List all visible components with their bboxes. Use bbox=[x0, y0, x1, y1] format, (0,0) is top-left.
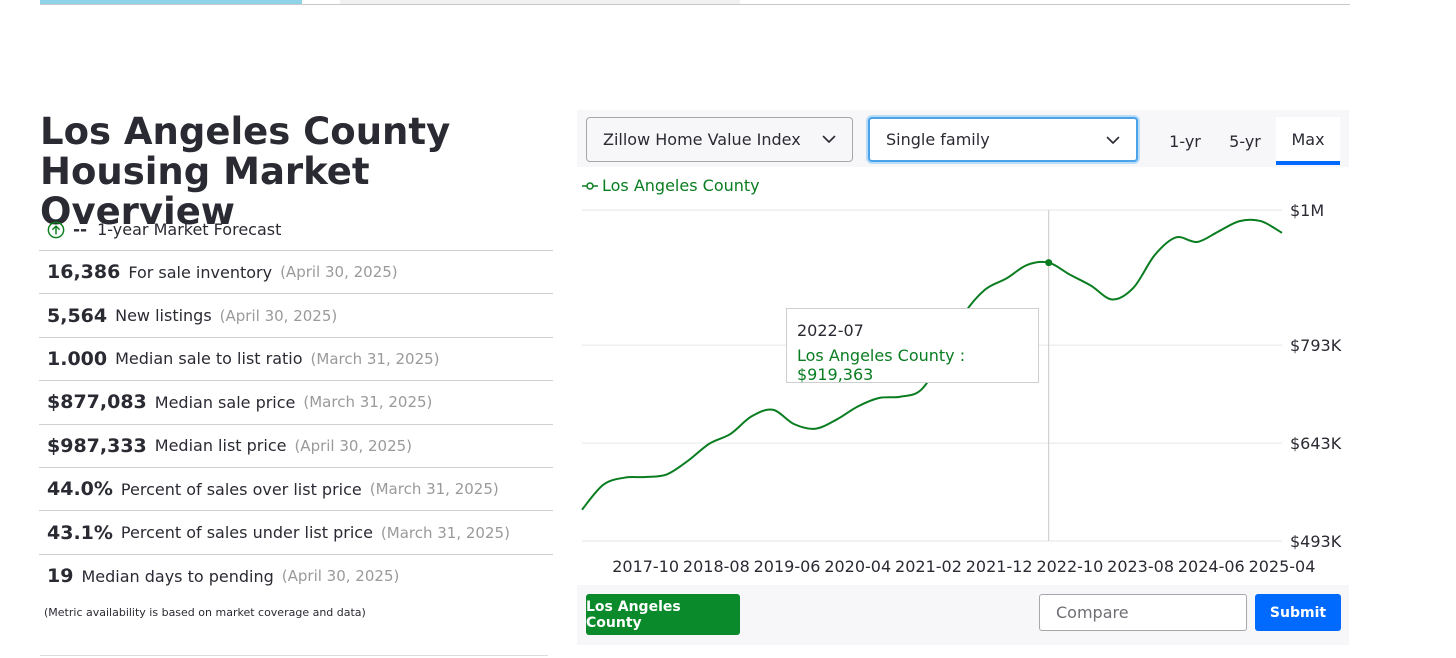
metric-date: (March 31, 2025) bbox=[380, 523, 510, 542]
metrics-list: -- 1-year Market Forecast 16,386 For sale… bbox=[39, 209, 553, 598]
x-tick-label: 2022-10 bbox=[1036, 557, 1103, 576]
metric-value: 1.000 bbox=[47, 347, 108, 370]
metric-date: (March 31, 2025) bbox=[310, 349, 440, 368]
page-title: Los Angeles County Housing Market Overvi… bbox=[40, 110, 451, 233]
range-max-tab[interactable]: Max bbox=[1276, 117, 1340, 165]
x-tick-label: 2021-02 bbox=[895, 557, 962, 576]
metric-value: 16,386 bbox=[47, 261, 121, 284]
x-tick-label: 2025-04 bbox=[1249, 557, 1316, 576]
metric-row: 1.000 Median sale to list ratio (March 31,… bbox=[39, 338, 553, 382]
metric-label: Percent of sales under list price bbox=[120, 523, 373, 543]
tooltip-series-value: $919,363 bbox=[797, 365, 874, 384]
metric-label: Median list price bbox=[154, 436, 287, 456]
metric-value: 5,564 bbox=[47, 304, 108, 327]
chart-legend[interactable]: Los Angeles County bbox=[582, 176, 760, 195]
compare-input[interactable] bbox=[1039, 594, 1247, 631]
x-tick-label: 2020-04 bbox=[824, 557, 891, 576]
metric-date: (March 31, 2025) bbox=[303, 393, 433, 412]
metric-date: (April 30, 2025) bbox=[294, 436, 413, 455]
home-type-select[interactable]: Single family bbox=[868, 117, 1138, 162]
tooltip-value: Los Angeles County : $919,363 bbox=[797, 346, 966, 384]
metric-value: $987,333 bbox=[47, 434, 147, 457]
y-tick-label: $643K bbox=[1290, 434, 1342, 453]
range-5yr-tab[interactable]: 5-yr bbox=[1229, 131, 1261, 151]
tooltip-series-name: Los Angeles County bbox=[797, 346, 955, 365]
y-tick-label: $793K bbox=[1290, 336, 1342, 355]
top-map-strip bbox=[40, 0, 1350, 5]
home-type-select-value: Single family bbox=[886, 130, 990, 149]
metric-select-value: Zillow Home Value Index bbox=[603, 130, 801, 149]
x-tick-label: 2019-06 bbox=[754, 557, 821, 576]
map-fragment bbox=[40, 0, 302, 4]
map-attribution-fragment bbox=[340, 0, 740, 4]
metric-row: 19 Median days to pending (April 30, 2025) bbox=[39, 555, 553, 598]
chevron-down-icon bbox=[822, 135, 836, 143]
metric-select[interactable]: Zillow Home Value Index bbox=[586, 117, 853, 162]
forecast-value: -- bbox=[73, 219, 88, 240]
highlight-point bbox=[1045, 259, 1053, 267]
metric-row: 5,564 New listings (April 30, 2025) bbox=[39, 294, 553, 338]
metric-row: 16,386 For sale inventory (April 30, 2025) bbox=[39, 251, 553, 295]
legend-series-label: Los Angeles County bbox=[602, 176, 760, 195]
chevron-down-icon bbox=[1106, 136, 1120, 144]
y-tick-label: $493K bbox=[1290, 532, 1342, 551]
metric-footnote: (Metric availability is based on market … bbox=[44, 606, 366, 619]
metric-row: 44.0% Percent of sales over list price (Ma… bbox=[39, 468, 553, 512]
selected-region-chip[interactable]: Los Angeles County bbox=[586, 594, 740, 635]
x-tick-label: 2024-06 bbox=[1178, 557, 1245, 576]
tooltip-date: 2022-07 bbox=[797, 321, 864, 340]
x-tick-label: 2017-10 bbox=[612, 557, 679, 576]
metric-date: (March 31, 2025) bbox=[369, 480, 499, 499]
metric-value: $877,083 bbox=[47, 391, 147, 414]
metric-row: $987,333 Median list price (April 30, 2025… bbox=[39, 425, 553, 468]
x-tick-label: 2018-08 bbox=[683, 557, 750, 576]
metric-date: (April 30, 2025) bbox=[280, 263, 398, 282]
x-tick-label: 2023-08 bbox=[1107, 557, 1174, 576]
metric-row: $877,083 Median sale price (March 31, 2025… bbox=[39, 381, 553, 425]
forecast-label: 1-year Market Forecast bbox=[97, 220, 282, 239]
metric-row: 43.1% Percent of sales under list price (M… bbox=[39, 511, 553, 555]
metric-value: 19 bbox=[47, 565, 74, 588]
metric-value: 44.0% bbox=[47, 478, 113, 501]
divider bbox=[40, 655, 548, 656]
metric-label: For sale inventory bbox=[128, 262, 273, 282]
x-tick-label: 2021-12 bbox=[966, 557, 1033, 576]
metric-label: Percent of sales over list price bbox=[120, 479, 362, 499]
metric-date: (April 30, 2025) bbox=[219, 306, 338, 325]
metric-label: Median sale price bbox=[154, 392, 296, 412]
metric-label: Median days to pending bbox=[81, 566, 274, 586]
arrow-up-circle-icon bbox=[47, 221, 65, 238]
metric-label: New listings bbox=[115, 306, 212, 326]
legend-line-icon bbox=[582, 181, 598, 190]
range-1yr-tab[interactable]: 1-yr bbox=[1169, 131, 1201, 151]
submit-button[interactable]: Submit bbox=[1255, 594, 1341, 631]
y-tick-label: $1M bbox=[1290, 201, 1324, 220]
chart-tooltip: 2022-07 Los Angeles County : $919,363 bbox=[786, 308, 1039, 384]
metric-date: (April 30, 2025) bbox=[281, 567, 400, 586]
metric-label: Median sale to list ratio bbox=[115, 349, 303, 369]
forecast-row: -- 1-year Market Forecast bbox=[39, 209, 553, 251]
metric-value: 43.1% bbox=[47, 521, 113, 544]
